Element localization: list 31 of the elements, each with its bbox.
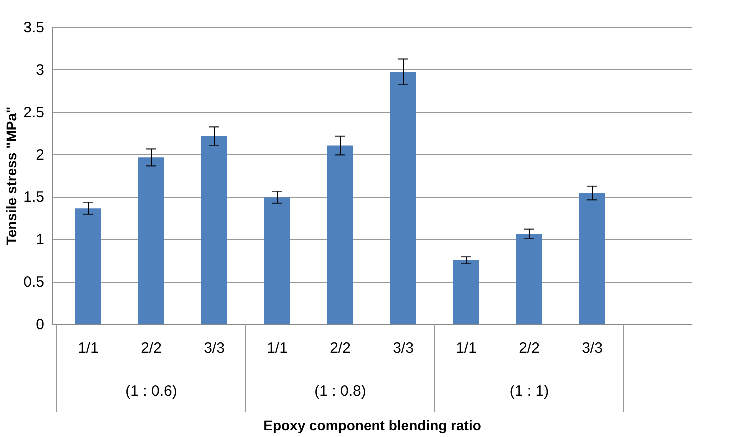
y-tick-label: 0 [36, 316, 44, 334]
y-tick-label: 1 [36, 232, 44, 249]
x-tick-label: 1/1 [267, 340, 288, 357]
x-tick-label: 2/2 [519, 340, 540, 357]
x-tick-label: 3/3 [393, 340, 414, 357]
bar [76, 208, 102, 324]
x-tick-label: 1/1 [78, 340, 99, 357]
bar [390, 72, 416, 324]
y-tick-label: 1.5 [24, 189, 44, 206]
y-tick-label: 0.5 [24, 274, 44, 292]
bar [264, 198, 290, 324]
text: (1 : 0.8) [314, 383, 366, 400]
bar [516, 234, 542, 324]
bar [328, 146, 354, 324]
text: (1 : 0.6) [126, 383, 178, 400]
x-tick-label: 3/3 [204, 340, 225, 357]
bar [138, 158, 164, 324]
x-tick-label: 3/3 [582, 340, 603, 357]
y-axis-title: Tensile stress "MPa" [4, 106, 20, 246]
bar [580, 193, 606, 324]
bar [454, 260, 480, 324]
x-tick-label: 1/1 [456, 340, 477, 357]
y-tick-label: 2.5 [24, 104, 44, 122]
text: (1 : 1) [510, 383, 550, 400]
y-tick-label: 2 [36, 146, 44, 164]
x-axis-title: Epoxy component blending ratio [264, 418, 482, 434]
bar [202, 136, 228, 324]
x-tick-label: 2/2 [141, 340, 162, 357]
y-tick-label: 3.5 [24, 20, 44, 36]
y-tick-label: 3 [36, 62, 44, 79]
x-tick-label: 2/2 [330, 340, 351, 357]
